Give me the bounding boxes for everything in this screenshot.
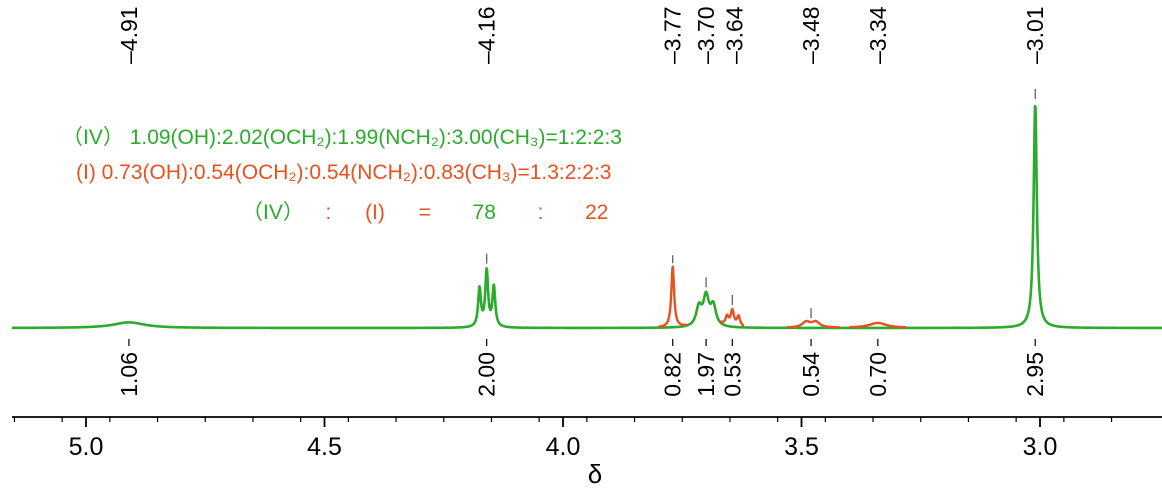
peak-label-group: –4.91 –4.16 –3.77 –3.70 –3.64 –3.48 –3.34 –3.01 (116, 6, 1048, 64)
integral-value-label: 0.70 (865, 352, 891, 397)
x-axis-label: δ (588, 459, 602, 489)
peak-shift-label: –3.48 (798, 6, 824, 64)
legend-ratio-summary: （IV） : (I) = 78 : 22 (242, 196, 608, 226)
peak-shift-label: –3.77 (660, 6, 686, 64)
integral-value-label: 1.97 (693, 352, 719, 397)
peak-shift-label: –3.64 (722, 6, 748, 64)
legend-line-iv: （IV） 1.09(OH):2.02(OCH₂):1.99(NCH₂):3.00… (62, 121, 622, 151)
spectrum-line-i (848, 321, 908, 329)
summary-i: (I) (365, 201, 385, 224)
spectrum-line-i (786, 319, 841, 329)
summary-equals: = (418, 201, 431, 224)
legend-i-prefix: (I) (76, 161, 96, 184)
legend-iv-prefix: （IV） (62, 126, 124, 149)
integral-value-label: 1.06 (116, 352, 142, 397)
spectrum-line-i (657, 265, 688, 328)
x-tick-label: 4.0 (546, 433, 581, 461)
spectrum-line-i (719, 307, 745, 327)
integral-value-label: 0.54 (798, 352, 824, 397)
summary-colon-2: : (537, 201, 544, 224)
summary-value-iv: 78 (472, 201, 496, 224)
integral-group: 1.06 2.00 0.82 1.97 0.53 0.54 0.70 2.95 (116, 339, 1048, 397)
spectrum-line-iv (11, 104, 1162, 330)
summary-iv: （IV） (242, 201, 304, 224)
legend-line-i: (I) 0.73(OH):0.54(OCH₂):0.54(NCH₂):0.83(… (76, 161, 611, 185)
integral-value-label: 0.82 (660, 352, 686, 397)
summary-colon-1: : (325, 201, 332, 224)
spectrum-series-group (11, 88, 1162, 330)
x-tick-label: 4.5 (307, 433, 342, 461)
peak-shift-label: –3.34 (865, 6, 891, 64)
integral-value-label: 2.95 (1022, 352, 1048, 397)
summary-value-i: 22 (585, 201, 609, 224)
legend-iv-ratio-text: 1.09(OH):2.02(OCH₂):1.99(NCH₂):3.00(CH₃)… (129, 126, 622, 149)
integral-value-label: 2.00 (474, 352, 500, 397)
x-tick-label: 5.0 (69, 433, 104, 461)
peak-shift-label: –4.16 (474, 6, 500, 64)
peak-shift-label: –4.91 (116, 6, 142, 64)
peak-shift-label: –3.01 (1022, 6, 1048, 64)
x-tick-label: 3.0 (1023, 433, 1058, 461)
peak-shift-label: –3.70 (693, 6, 719, 64)
legend-i-ratio-text: 0.73(OH):0.54(OCH₂):0.54(NCH₂):0.83(CH₃)… (101, 161, 612, 184)
x-tick-label: 3.5 (784, 433, 819, 461)
integral-value-label: 0.53 (719, 352, 745, 397)
x-tick-group: 5.0 4.5 4.0 3.5 3.0 (13, 417, 1113, 461)
